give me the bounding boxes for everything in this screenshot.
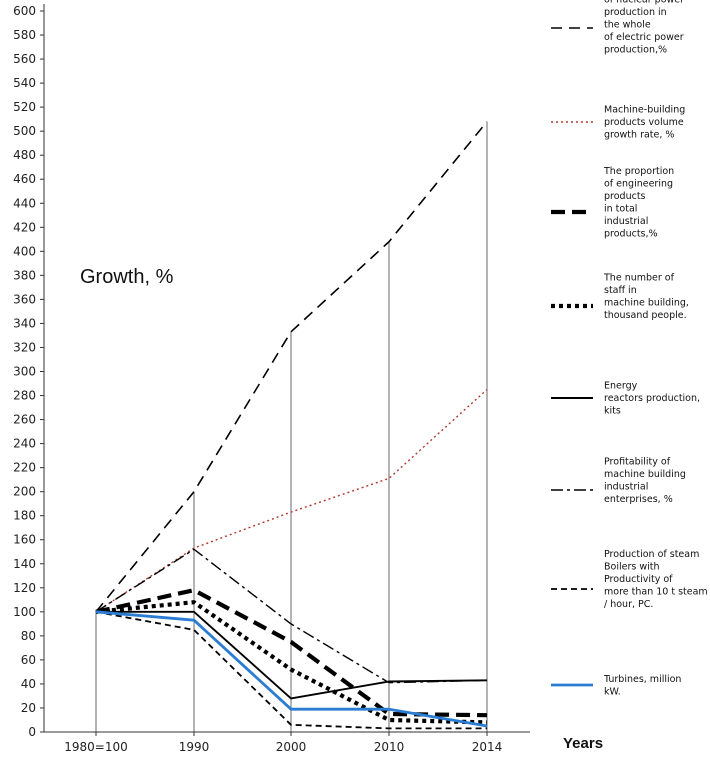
data-point-reactors [290,698,292,700]
y-tick-label: 80 [21,629,36,643]
y-tick-label: 480 [13,148,36,162]
y-tick-label: 600 [13,4,36,18]
y-tick-label: 400 [13,244,36,258]
legend-label-reactors: Energy reactors production, kits [604,381,700,417]
series-line-engineering_share [95,588,488,718]
y-tick-label: 180 [13,509,36,523]
data-point-boilers [388,728,390,730]
x-tick-label: 2000 [276,740,307,754]
y-tick-label: 140 [13,557,36,571]
data-point-profitability [193,549,195,551]
series-line-machine_volume [95,388,488,613]
data-point-turbines [486,725,488,727]
x-tick-label: 2014 [472,740,503,754]
y-tick-label: 260 [13,413,36,427]
legend-label-profitability: Profitability of machine building industri… [604,456,686,505]
y-tick-label: 340 [13,316,36,330]
y-tick-label: 220 [13,461,36,475]
legend-label-turbines: Turbines, million kW. [603,674,681,698]
data-point-nuclear [486,121,488,123]
data-point-turbines [193,619,195,621]
data-point-boilers [486,728,488,730]
y-tick-label: 560 [13,52,36,66]
x-tick-label: 1980=100 [64,740,128,754]
y-tick-label: 440 [13,196,36,210]
y-tick-label: 380 [13,268,36,282]
data-point-engineering_share [290,641,292,643]
data-point-machine_volume [486,389,488,391]
data-point-reactors [193,611,195,613]
y-tick-label: 20 [21,701,36,715]
data-point-staff [290,669,292,671]
data-point-turbines [95,611,97,613]
data-point-machine_volume [290,511,292,513]
data-point-boilers [193,629,195,631]
y-tick-label: 460 [13,172,36,186]
y-axis-title: Growth, % [80,266,174,288]
data-point-engineering_share [388,713,390,715]
y-tick-label: 0 [28,725,36,739]
y-tick-label: 40 [21,677,36,691]
series-line-turbines [95,610,488,728]
y-tick-label: 320 [13,340,36,354]
data-point-nuclear [290,331,292,333]
y-tick-label: 360 [13,292,36,306]
y-tick-label: 280 [13,389,36,403]
y-tick-label: 160 [13,533,36,547]
y-tick-label: 120 [13,581,36,595]
data-point-staff [486,722,488,724]
series-line-nuclear [95,121,488,613]
data-point-engineering_share [193,589,195,591]
y-tick-label: 300 [13,365,36,379]
legend-label-machine_volume: Machine-building products volume growth ra… [604,105,685,141]
series-line-profitability [95,548,488,684]
data-point-profitability [388,682,390,684]
x-tick-label: 2010 [374,740,405,754]
x-tick-label: 1990 [179,740,210,754]
y-tick-label: 520 [13,100,36,114]
legend-label-boilers: Production of steam Boilers with Productiv… [604,549,708,610]
data-point-nuclear [193,491,195,493]
data-point-profitability [486,680,488,682]
series-line-reactors [96,610,488,700]
drop-lines [95,121,488,732]
y-tick-label: 500 [13,124,36,138]
data-point-staff [193,601,195,603]
series-line-staff [95,600,488,725]
legend-label-engineering_share: The proportion of engineering products in t… [603,166,674,240]
data-point-boilers [290,724,292,726]
y-tick-label: 420 [13,220,36,234]
y-tick-label: 100 [13,605,36,619]
data-point-staff [388,719,390,721]
y-tick-label: 240 [13,437,36,451]
y-tick-label: 200 [13,485,36,499]
legend-label-staff: The number of staff in machine building, th… [603,272,689,321]
x-axis-title: Years [563,735,603,752]
axes [43,4,530,733]
y-tick-label: 60 [21,653,36,667]
series-line-boilers [95,610,487,730]
series-lines [95,121,488,730]
tick-labels: 0 20 40 60 80 100 120 140 160 180 200 220 240 260 280 3… [13,4,502,754]
data-point-machine_volume [388,478,390,480]
y-tick-label: 580 [13,28,36,42]
y-tick-label: 540 [13,76,36,90]
data-point-turbines [290,708,292,710]
data-point-engineering_share [486,714,488,716]
data-point-turbines [388,708,390,710]
data-point-nuclear [388,241,390,243]
data-point-profitability [290,623,292,625]
